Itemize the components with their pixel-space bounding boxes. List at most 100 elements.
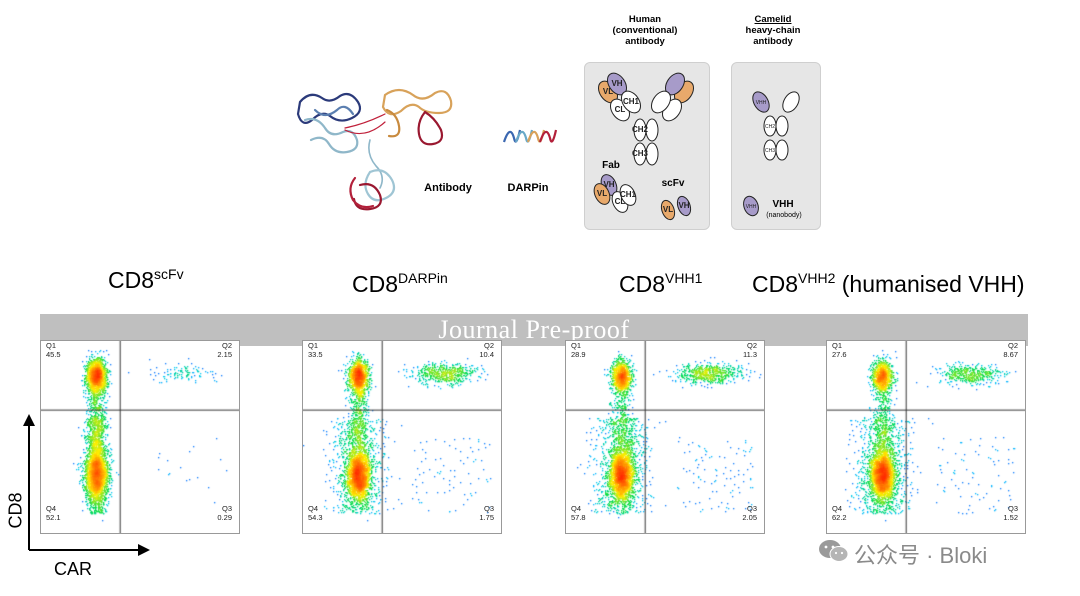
plot-1-q3: Q3 0.29: [202, 504, 232, 522]
plot-4-q3: Q3 1.52: [988, 504, 1018, 522]
plot-3-q2-value: 11.3: [742, 350, 757, 359]
plot-2-q1-value: 33.5: [308, 350, 323, 359]
svg-text:VHH: VHH: [746, 204, 757, 210]
svg-text:CH1: CH1: [620, 190, 637, 199]
plot-2-q3-name: Q3: [483, 504, 494, 513]
flow-plot-1: [40, 340, 240, 534]
plot-4-q4-value: 62.2: [832, 513, 847, 522]
plot-1-q2: Q2 2.15: [202, 341, 232, 359]
svg-text:VL: VL: [663, 205, 673, 214]
plot-title-1: CD8scFv: [108, 266, 184, 294]
plot-title-4-base: CD8: [752, 271, 799, 297]
plot-2-q3-value: 1.75: [479, 513, 494, 522]
flow-plot-4-density: [827, 341, 1025, 533]
plot-2-q4-name: Q4: [308, 504, 319, 513]
plot-2-q2: Q2 10.4: [464, 341, 494, 359]
plot-title-3-sup: VHH1: [665, 270, 703, 286]
plot-2-q4-value: 54.3: [308, 513, 323, 522]
human-antibody-header: Human (conventional) antibody: [595, 14, 695, 47]
antibody-label: Antibody: [424, 182, 472, 194]
vhh-label: VHH: [772, 199, 794, 210]
svg-text:CH3: CH3: [632, 149, 649, 158]
camelid-antibody-header: Camelid heavy-chain antibody: [728, 14, 818, 47]
plot-4-q2-value: 8.67: [1003, 350, 1018, 359]
human-header-line-1: Human: [628, 14, 662, 25]
nanobody-label: (nanobody): [766, 212, 802, 219]
plot-3-q3-value: 2.05: [742, 513, 757, 522]
plot-1-q2-value: 2.15: [217, 350, 232, 359]
plot-title-4-suffix: (humanised VHH): [835, 271, 1025, 297]
plot-3-q3: Q3 2.05: [727, 504, 757, 522]
plot-3-q2: Q2 11.3: [727, 341, 757, 359]
plot-3-q4-value: 57.8: [571, 513, 586, 522]
plot-4-q1-value: 27.6: [832, 350, 847, 359]
plot-1-q1: Q1 45.5: [46, 341, 76, 359]
svg-text:CH1: CH1: [623, 97, 640, 106]
scfv-label: scFv: [661, 178, 685, 189]
plot-2-q4: Q4 54.3: [308, 504, 338, 522]
plot-4-q3-value: 1.52: [1003, 513, 1018, 522]
flow-plot-3-density: [566, 341, 764, 533]
plot-3-q1-value: 28.9: [571, 350, 586, 359]
camelid-antibody-diagram: VHH CH2 CH3 VHH: [743, 91, 800, 217]
plot-4-q1-name: Q1: [832, 341, 843, 350]
plot-title-1-base: CD8: [108, 267, 155, 293]
plot-1-q3-name: Q3: [221, 504, 232, 513]
svg-text:VH: VH: [678, 201, 689, 210]
plot-title-2: CD8DARPin: [352, 270, 448, 298]
plot-title-2-base: CD8: [352, 271, 399, 297]
plot-1-q3-value: 0.29: [217, 513, 232, 522]
plot-3-q1-name: Q1: [571, 341, 582, 350]
plot-2-q2-name: Q2: [483, 341, 494, 350]
plot-3-q4-name: Q4: [571, 504, 582, 513]
plot-1-q1-value: 45.5: [46, 350, 61, 359]
plot-2-q3: Q3 1.75: [464, 504, 494, 522]
plot-1-q4: Q4 52.1: [46, 504, 76, 522]
plot-4-q1: Q1 27.6: [832, 341, 862, 359]
plot-3-q2-name: Q2: [746, 341, 757, 350]
plot-title-3: CD8VHH1: [619, 270, 702, 298]
plot-1-q4-value: 52.1: [46, 513, 61, 522]
plot-1-q1-name: Q1: [46, 341, 57, 350]
antibody-structure-image: [296, 88, 453, 211]
fab-label: Fab: [602, 160, 620, 171]
plot-4-q4-name: Q4: [832, 504, 843, 513]
flow-plot-2-density: [303, 341, 501, 533]
plot-2-q2-value: 10.4: [479, 350, 494, 359]
svg-text:CH3: CH3: [765, 148, 775, 154]
camelid-header-line-1: Camelid: [754, 14, 792, 25]
plot-1-q2-name: Q2: [221, 341, 232, 350]
watermark-text: 公众号 · Bloki: [854, 543, 988, 568]
plot-4-q3-name: Q3: [1007, 504, 1018, 513]
camelid-header-line-3: antibody: [753, 36, 793, 47]
plot-title-2-sup: DARPin: [398, 270, 448, 286]
plot-4-q4: Q4 62.2: [832, 504, 862, 522]
plot-3-q3-name: Q3: [746, 504, 757, 513]
svg-text:CL: CL: [615, 197, 626, 206]
svg-text:VL: VL: [597, 189, 607, 198]
plot-4-q2-name: Q2: [1007, 341, 1018, 350]
wechat-icon: [819, 540, 849, 562]
plot-title-4: CD8VHH2 (humanised VHH): [752, 270, 1025, 298]
plot-3-q1: Q1 28.9: [571, 341, 601, 359]
plot-1-q4-name: Q4: [46, 504, 57, 513]
svg-text:VHH: VHH: [756, 100, 767, 106]
journal-preproof-text: Journal Pre-proof: [438, 315, 630, 344]
svg-text:VH: VH: [603, 180, 614, 189]
plot-3-q4: Q4 57.8: [571, 504, 601, 522]
flow-plot-1-density: [41, 341, 239, 533]
x-axis-label: CAR: [54, 559, 93, 579]
flow-plot-3: [565, 340, 765, 534]
svg-text:VH: VH: [611, 79, 622, 88]
flow-plot-2: [302, 340, 502, 534]
svg-text:CH2: CH2: [632, 125, 649, 134]
plot-2-q1: Q1 33.5: [308, 341, 338, 359]
plot-4-q2: Q2 8.67: [988, 341, 1018, 359]
svg-text:CH2: CH2: [765, 124, 775, 130]
darpin-structure-image: [502, 129, 558, 143]
plot-title-4-sup: VHH2: [798, 270, 836, 286]
y-axis-label: CD8: [5, 492, 26, 529]
plot-title-3-base: CD8: [619, 271, 666, 297]
human-header-line-3: antibody: [625, 36, 665, 47]
